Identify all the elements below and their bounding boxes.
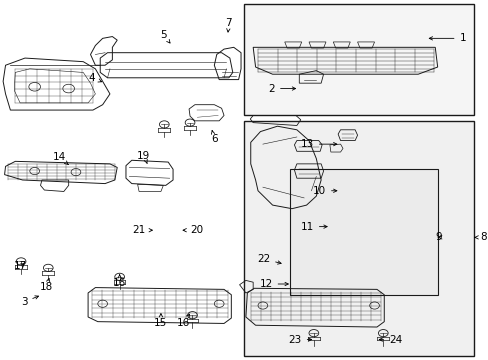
Text: 19: 19: [137, 150, 150, 163]
Bar: [244, 4, 473, 116]
Bar: [289, 169, 437, 295]
Text: 10: 10: [312, 186, 336, 196]
Text: 15: 15: [154, 314, 167, 328]
Text: 2: 2: [268, 84, 295, 94]
Text: 14: 14: [52, 152, 68, 165]
Text: 16: 16: [177, 314, 190, 328]
Text: 11: 11: [300, 222, 326, 231]
Text: 13: 13: [300, 139, 336, 149]
Text: 9: 9: [434, 232, 441, 242]
Text: 8: 8: [474, 232, 486, 242]
Bar: [244, 121, 473, 356]
Text: 6: 6: [211, 131, 217, 144]
Text: 1: 1: [428, 33, 465, 43]
Text: 20: 20: [183, 225, 203, 235]
Text: 22: 22: [256, 254, 281, 264]
Text: 4: 4: [88, 73, 102, 83]
Text: 23: 23: [288, 334, 311, 345]
Text: 21: 21: [132, 225, 152, 235]
Text: 7: 7: [225, 18, 232, 32]
Text: 17: 17: [14, 261, 27, 271]
Text: 16: 16: [113, 275, 126, 288]
Text: 12: 12: [259, 279, 288, 289]
Text: 3: 3: [20, 296, 39, 307]
Text: 5: 5: [160, 30, 170, 43]
Text: 24: 24: [379, 334, 402, 345]
Text: 18: 18: [40, 278, 53, 292]
